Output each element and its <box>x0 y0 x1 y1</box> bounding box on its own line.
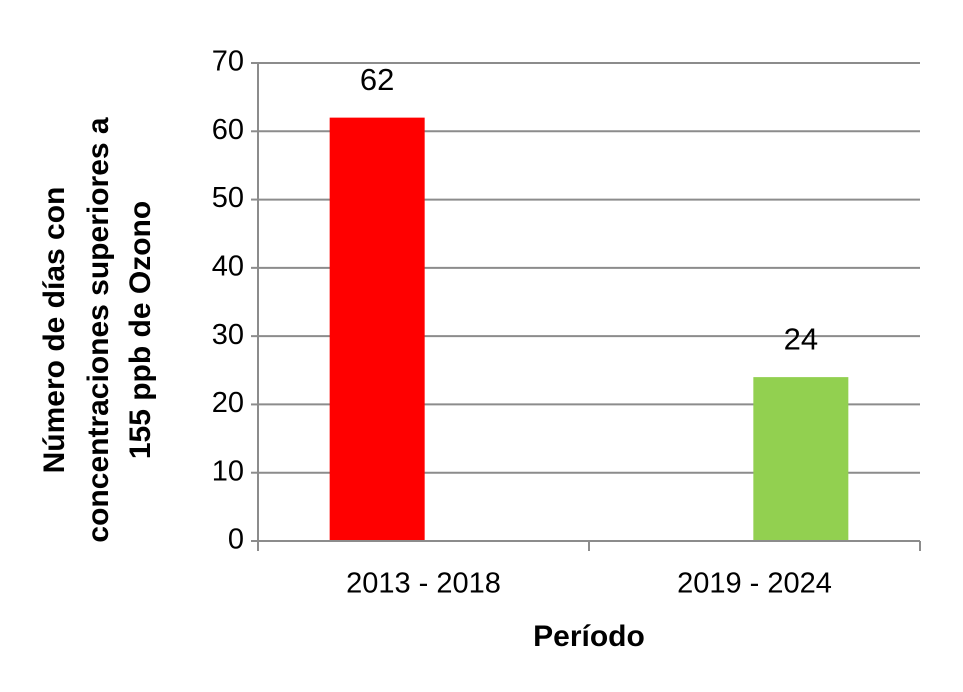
y-tick-label: 30 <box>212 319 244 351</box>
bar <box>329 117 425 541</box>
y-tick-label: 60 <box>212 114 244 146</box>
x-axis-title: Período <box>533 620 645 653</box>
y-axis-title: Número de días con concentraciones super… <box>38 117 157 542</box>
y-axis-title-line: concentraciones superiores a <box>82 117 115 542</box>
y-tick-label: 10 <box>212 455 244 487</box>
y-tick-label: 20 <box>212 387 244 419</box>
y-tick-label: 40 <box>212 251 244 283</box>
y-axis-title-line: Número de días con <box>38 187 71 474</box>
y-tick-label: 70 <box>212 46 244 78</box>
data-label: 62 <box>360 62 394 97</box>
data-label: 24 <box>784 321 818 356</box>
y-axis-title-line: 155 ppb de Ozono <box>124 201 157 459</box>
y-tick-label: 50 <box>212 182 244 214</box>
x-tick-label: 2019 - 2024 <box>677 568 832 600</box>
y-tick-label: 0 <box>228 524 244 556</box>
x-tick-label: 2013 - 2018 <box>346 568 501 600</box>
bar <box>753 377 849 541</box>
